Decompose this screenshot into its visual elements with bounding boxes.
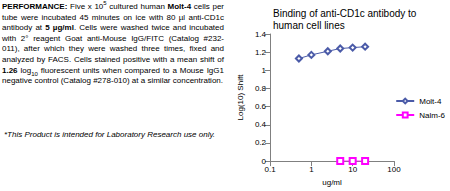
svg-text:1.2: 1.2 (255, 48, 267, 57)
svg-text:0: 0 (261, 156, 266, 166)
svg-text:10: 10 (348, 165, 357, 174)
svg-text:Nalm-6: Nalm-6 (419, 111, 445, 120)
svg-text:1: 1 (309, 165, 314, 174)
html-text:1.26 log10fluorescent units wh: 1.26 log10fluorescent units when compare… (2, 65, 224, 86)
svg-text:human cell lines: human cell lines (273, 20, 345, 31)
html-text:5cultured human Molt-4 cells p: 5cultured human Molt-4 cells per tube we… (2, 0, 224, 64)
svg-text:0.1: 0.1 (264, 165, 276, 174)
svg-text:Molt-4: Molt-4 (419, 97, 442, 106)
svg-text:100: 100 (387, 165, 401, 174)
svg-text:0.8: 0.8 (255, 84, 267, 93)
svg-text:ug/ml: ug/ml (322, 178, 342, 187)
svg-text:1.4: 1.4 (255, 30, 267, 39)
html-text:PERFORMANCE: Five x 10: PERFORMANCE: Five x 10 (2, 2, 104, 11)
svg-text:0.6: 0.6 (255, 102, 267, 111)
svg-text:Binding of anti-CD1c antibody: Binding of anti-CD1c antibody to (273, 8, 419, 19)
svg-text:Log(10) Shift: Log(10) Shift (236, 74, 245, 121)
svg-text:1: 1 (262, 66, 267, 75)
svg-text:0.4: 0.4 (255, 120, 267, 129)
html-text:*This Product is intended for: *This Product is intended for Laboratory… (4, 130, 216, 139)
svg-text:0.2: 0.2 (255, 138, 267, 147)
